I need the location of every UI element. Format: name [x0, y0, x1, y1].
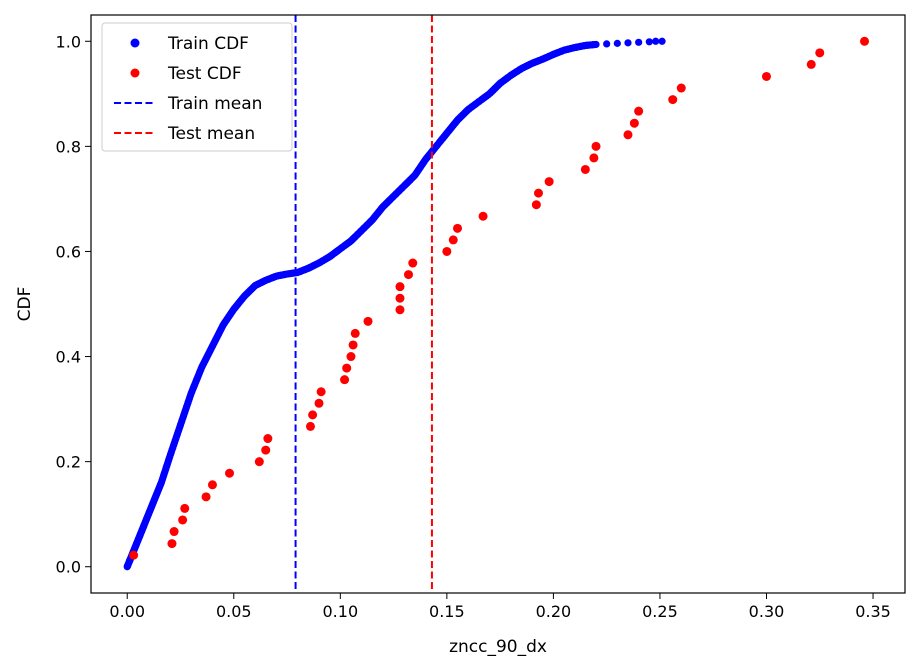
test-cdf-point — [533, 188, 543, 198]
train-cdf-point — [613, 39, 621, 47]
test-cdf-point — [395, 282, 405, 292]
legend-marker — [130, 68, 140, 78]
test-cdf-point — [129, 550, 139, 560]
x-tick-label: 0.05 — [216, 602, 252, 621]
x-tick-label: 0.00 — [109, 602, 145, 621]
test-cdf-point — [544, 177, 554, 187]
x-tick-label: 0.30 — [749, 602, 785, 621]
axes-layer: 0.00 0.05 0.10 0.15 0.20 0.25 0.30 0.35 0.0 0.2 0.… — [56, 32, 891, 621]
test-cdf-point — [668, 95, 678, 105]
test-cdf-point — [589, 153, 599, 163]
test-cdf-point — [340, 375, 350, 385]
test-cdf-point — [342, 363, 352, 373]
test-cdf-point — [314, 398, 324, 408]
train-cdf-point — [635, 38, 643, 46]
test-cdf-point — [448, 235, 458, 245]
y-tick-label: 0.0 — [56, 558, 81, 577]
x-tick-label: 0.15 — [429, 602, 465, 621]
test-cdf-point — [178, 515, 188, 525]
test-cdf-point — [453, 223, 463, 233]
x-tick-label: 0.25 — [642, 602, 678, 621]
train-cdf-point — [658, 37, 666, 45]
test-cdf-point — [395, 305, 405, 315]
train-cdf-point — [652, 37, 660, 45]
plot-frame — [90, 14, 906, 594]
x-axis-label: zncc_90_dx — [449, 637, 547, 657]
x-tick-label: 0.20 — [536, 602, 572, 621]
test-cdf-point — [348, 340, 358, 350]
train-cdf-point — [645, 38, 653, 46]
y-tick-label: 1.0 — [56, 32, 81, 51]
test-cdf-point — [225, 468, 235, 478]
test-cdf-point — [761, 71, 771, 81]
legend-box — [101, 22, 293, 152]
test-cdf-point — [676, 83, 686, 93]
test-cdf-point — [180, 503, 190, 513]
train-cdf-point — [603, 40, 611, 48]
test-cdf-point — [167, 539, 177, 549]
x-tick-label: 0.10 — [323, 602, 359, 621]
test-cdf-point — [531, 200, 541, 210]
series-layer — [123, 15, 870, 593]
legend-label: Test CDF — [167, 64, 242, 84]
test-cdf-point — [350, 328, 360, 338]
y-tick-label: 0.6 — [56, 242, 81, 261]
train-cdf-point — [624, 39, 632, 47]
test-cdf-point — [346, 352, 356, 362]
test-cdf-point — [408, 258, 418, 268]
test-cdf-point — [478, 211, 488, 221]
test-cdf-point — [860, 36, 870, 46]
test-cdf-point — [261, 445, 271, 455]
test-cdf-point — [442, 246, 452, 256]
x-tick-label: 0.35 — [855, 602, 891, 621]
test-cdf-point — [395, 293, 405, 303]
y-tick-label: 0.8 — [56, 137, 81, 156]
y-tick-label: 0.4 — [56, 348, 81, 367]
test-cdf-point — [580, 164, 590, 174]
test-cdf-point — [363, 316, 373, 326]
legend-label: Train mean — [167, 94, 262, 114]
test-cdf-point — [634, 106, 644, 116]
y-tick-label: 0.2 — [56, 453, 81, 472]
test-cdf-point — [815, 48, 825, 58]
test-cdf-point — [623, 130, 633, 140]
legend-label: Test mean — [167, 124, 255, 144]
y-axis-label: CDF — [15, 287, 35, 322]
test-cdf-point — [591, 141, 601, 151]
test-cdf-point — [629, 118, 639, 128]
legend-marker — [130, 38, 140, 48]
test-cdf-point — [254, 457, 264, 467]
legend: Train CDF Test CDF Train mean Test mean — [101, 22, 293, 152]
legend-label: Train CDF — [167, 34, 249, 54]
train-cdf-point — [592, 40, 600, 49]
test-cdf-point — [404, 270, 414, 280]
test-cdf-point — [169, 527, 179, 537]
test-cdf-point — [806, 59, 816, 69]
test-cdf-point — [263, 434, 273, 444]
test-cdf-point — [316, 387, 326, 397]
test-cdf-point — [207, 480, 217, 490]
test-cdf-point — [305, 421, 315, 431]
test-cdf-point — [201, 492, 211, 502]
test-cdf-series — [129, 36, 870, 560]
test-cdf-point — [308, 410, 318, 420]
